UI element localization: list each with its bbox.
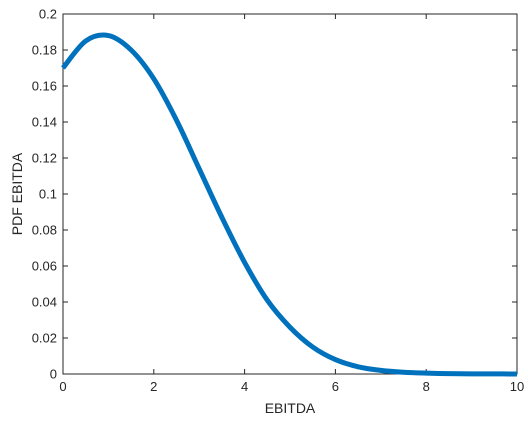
y-tick-label: 0.08	[32, 223, 57, 238]
y-tick-label: 0	[50, 367, 57, 382]
y-tick-label: 0.16	[32, 79, 57, 94]
y-axis-ticks: 0 0.02 0.04 0.06 0.08 0.1 0.12 0.14 0.16 0.18 0.2	[32, 7, 517, 382]
pdf-series-line	[61, 32, 518, 377]
series-layer	[61, 32, 518, 377]
x-tick-label: 4	[241, 379, 248, 394]
plot-area	[62, 13, 518, 375]
y-tick-label: 0.2	[39, 7, 57, 22]
x-tick-label: 8	[423, 379, 430, 394]
y-tick-label: 0.14	[32, 115, 57, 130]
x-tick-label: 10	[510, 379, 524, 394]
x-tick-label: 6	[332, 379, 339, 394]
x-tick-label: 2	[150, 379, 157, 394]
y-tick-label: 0.06	[32, 259, 57, 274]
y-tick-label: 0.18	[32, 43, 57, 58]
x-axis-ticks: 0 2 4 6 8 10	[59, 14, 524, 394]
y-tick-label: 0.12	[32, 151, 57, 166]
y-axis-label: PDF EBITDA	[9, 152, 25, 235]
x-tick-label: 0	[59, 379, 66, 394]
y-tick-label: 0.02	[32, 331, 57, 346]
x-axis-label: EBITDA	[265, 400, 316, 416]
y-tick-label: 0.1	[39, 187, 57, 202]
y-tick-label: 0.04	[32, 295, 57, 310]
